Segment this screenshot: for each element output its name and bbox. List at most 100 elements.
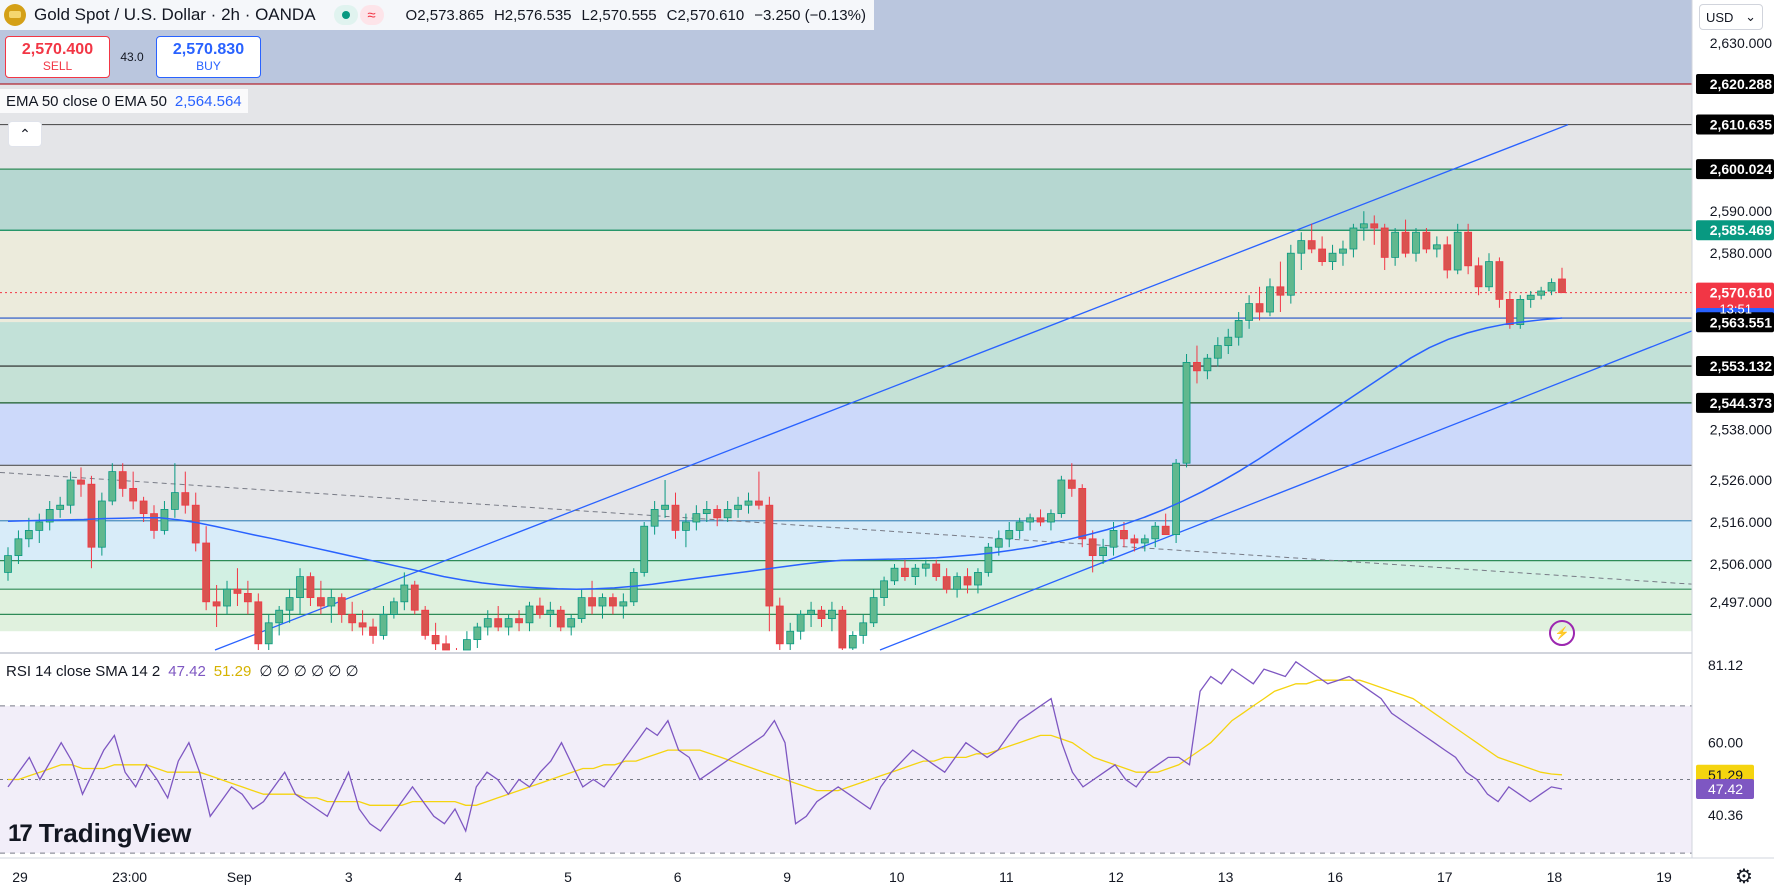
currency-select[interactable]: USD ⌄ [1699, 4, 1763, 30]
candle-body [848, 635, 857, 649]
candle-body [838, 609, 847, 649]
time-label: 16 [1327, 869, 1343, 885]
rsi-background [0, 653, 1692, 858]
candle-body [1245, 303, 1254, 321]
candle-body [807, 609, 815, 615]
candle-body [1151, 525, 1160, 540]
candle-body [1526, 294, 1535, 300]
candle-body [483, 618, 492, 628]
tradingview-logo[interactable]: 17 TradingView [8, 818, 191, 849]
candle-body [56, 504, 65, 510]
price-tick-label: 2,516.000 [1710, 514, 1772, 530]
candle-body [139, 500, 148, 515]
zone-0 [0, 84, 1692, 125]
candle-body [723, 509, 732, 519]
candle-body [14, 538, 23, 557]
candle-body [515, 618, 523, 624]
ema50-series [7, 317, 1563, 590]
lightning-icon[interactable]: ⚡ [1549, 620, 1575, 646]
high-value: H2,576.535 [493, 6, 572, 24]
candle-body [775, 605, 784, 645]
rsi-series [7, 660, 1563, 833]
time-label: 3 [345, 869, 353, 885]
time-label: 19 [1656, 869, 1672, 885]
candle-body [1172, 462, 1181, 536]
candle-body [1203, 357, 1212, 372]
symbol-header[interactable]: Gold Spot / U.S. Dollar · 2h · OANDA ≈ O… [0, 0, 874, 30]
time-axis[interactable]: 29 23:00 Sep 3 4 5 6 9 10 11 12 13 16 17 18 19 [0, 857, 1774, 890]
candle-body [223, 588, 231, 607]
sell-button[interactable]: 2,570.400 SELL [5, 36, 110, 78]
candle-body [1495, 261, 1504, 300]
candle-body [66, 479, 75, 506]
candle-body [45, 509, 54, 523]
candle-body [254, 601, 263, 645]
candle-body [129, 488, 138, 502]
candle-body [963, 576, 972, 586]
candle-body [1339, 248, 1347, 254]
market-open-icon[interactable] [333, 5, 358, 25]
candle-body [4, 555, 12, 573]
time-label: 11 [999, 869, 1014, 885]
level-label-box [1696, 114, 1774, 135]
candle-body [890, 567, 899, 582]
time-label: 5 [564, 869, 572, 885]
candle-body [118, 471, 127, 489]
trend-line-upper [214, 124, 1569, 651]
symbol-title[interactable]: Gold Spot / U.S. Dollar · 2h · OANDA [34, 5, 316, 24]
rsi-legend[interactable]: RSI 14 close SMA 14 2 47.42 51.29 ∅ ∅ ∅ … [0, 660, 365, 682]
candle-body [473, 626, 482, 641]
candle-body [1130, 538, 1139, 544]
data-delay-icon[interactable]: ≈ [359, 5, 384, 25]
candle-body [504, 618, 513, 628]
candle-body [1391, 231, 1400, 258]
ema-legend-value: 2,564.564 [174, 92, 242, 110]
ema-legend[interactable]: EMA 50 close 0 EMA 50 2,564.564 [0, 89, 248, 113]
candle-body [734, 504, 742, 510]
rsi-tick-label: 40.36 [1708, 807, 1743, 823]
candle-body [337, 597, 346, 615]
candle-body [327, 597, 336, 607]
candle-body [1422, 231, 1431, 250]
price-axis[interactable]: 2,630.000 2,590.000 2,580.000 2,538.000 2,52… [1691, 0, 1774, 858]
price-tick-label: 2,506.000 [1710, 556, 1772, 572]
price-tick-label: 2,580.000 [1710, 245, 1772, 261]
candle-body [275, 609, 284, 624]
level-label: 2,620.288 [1710, 76, 1772, 92]
level-label-box [1696, 312, 1774, 333]
rsi-tick-label: 60.00 [1708, 735, 1743, 751]
time-label: 29 [12, 869, 28, 885]
candle-body [901, 567, 909, 578]
time-label: 9 [783, 869, 791, 885]
candle-body [358, 622, 367, 628]
candle-body [1380, 227, 1389, 258]
level-label: 2,600.024 [1710, 161, 1772, 177]
level-label-box [1696, 220, 1774, 241]
candle-body [1328, 252, 1337, 263]
candle-body [880, 580, 888, 599]
buy-button[interactable]: 2,570.830 BUY [156, 36, 261, 78]
candle-body [1213, 345, 1222, 359]
candle-body [170, 492, 179, 510]
candle-body [1286, 252, 1295, 296]
candle-body [953, 576, 961, 590]
candle-body [1401, 231, 1410, 254]
candle-body [462, 639, 471, 651]
candle-body [1558, 278, 1566, 294]
currency-value: USD [1706, 9, 1734, 25]
candle-body [202, 542, 211, 603]
candle-body [1547, 282, 1556, 292]
candle-body [1088, 538, 1097, 557]
countdown-label: 13:51 [1719, 302, 1752, 317]
change-value: −3.250 (−0.13%) [754, 6, 866, 24]
collapse-legend-button[interactable]: ⌃ [8, 121, 42, 147]
candle-body [296, 576, 304, 599]
candle-body [994, 538, 1003, 548]
candle-body [702, 509, 711, 515]
candle-body [786, 630, 795, 645]
candle-body [160, 509, 169, 531]
candle-body [859, 622, 868, 636]
settings-gear-icon[interactable]: ⚙ [1735, 866, 1753, 888]
candle-body [1485, 261, 1493, 288]
